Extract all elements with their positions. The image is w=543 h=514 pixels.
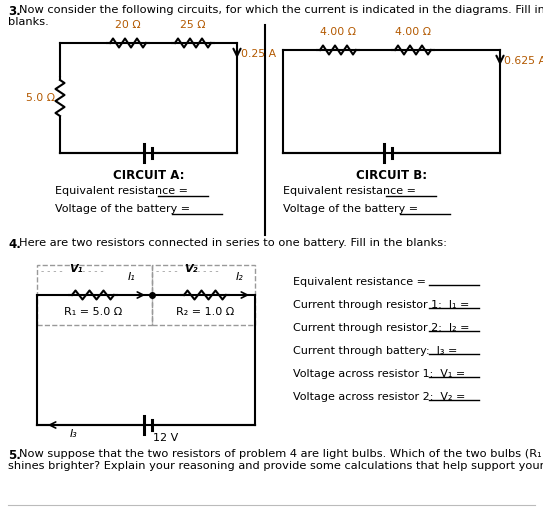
Text: I₁: I₁ <box>128 272 136 282</box>
Text: - - - -: - - - - <box>197 267 219 276</box>
Text: Now suppose that the two resistors of problem 4 are light bulbs. Which of the tw: Now suppose that the two resistors of pr… <box>19 449 543 459</box>
Text: 4.: 4. <box>8 238 21 251</box>
Text: R₂ = 1.0 Ω: R₂ = 1.0 Ω <box>176 307 234 317</box>
Text: Current through battery:  I₃ =: Current through battery: I₃ = <box>293 346 461 356</box>
Text: CIRCUIT A:: CIRCUIT A: <box>113 169 184 182</box>
Text: 20 Ω: 20 Ω <box>115 20 141 30</box>
Text: CIRCUIT B:: CIRCUIT B: <box>356 169 427 182</box>
Text: Current through resistor 1:  I₁ =: Current through resistor 1: I₁ = <box>293 300 473 310</box>
Text: 0.25 A: 0.25 A <box>241 49 276 59</box>
Text: Here are two resistors connected in series to one battery. Fill in the blanks:: Here are two resistors connected in seri… <box>19 238 447 248</box>
Text: 25 Ω: 25 Ω <box>180 20 206 30</box>
Text: Equivalent resistance =: Equivalent resistance = <box>293 277 430 287</box>
Text: shines brighter? Explain your reasoning and provide some calculations that help : shines brighter? Explain your reasoning … <box>8 461 543 471</box>
Text: Current through resistor 2:  I₂ =: Current through resistor 2: I₂ = <box>293 323 473 333</box>
Text: V₁: V₁ <box>69 264 83 274</box>
Text: 3.: 3. <box>8 5 21 18</box>
Text: 5.0 Ω: 5.0 Ω <box>26 93 55 103</box>
Text: Voltage of the battery =: Voltage of the battery = <box>55 204 194 214</box>
Text: - - - -: - - - - <box>82 267 104 276</box>
Text: V₂: V₂ <box>184 264 198 274</box>
Text: Equivalent resistance =: Equivalent resistance = <box>283 186 420 196</box>
Text: I₃: I₃ <box>70 429 78 439</box>
Text: blanks.: blanks. <box>8 17 49 27</box>
Text: 12 V: 12 V <box>153 433 178 443</box>
Text: Voltage of the battery =: Voltage of the battery = <box>283 204 421 214</box>
Text: I₂: I₂ <box>236 272 244 282</box>
Text: - - - -: - - - - <box>156 267 178 276</box>
Text: 5.: 5. <box>8 449 21 462</box>
Text: 4.00 Ω: 4.00 Ω <box>395 27 431 37</box>
Text: 0.625 A: 0.625 A <box>504 56 543 66</box>
Text: Voltage across resistor 2:  V₂ =: Voltage across resistor 2: V₂ = <box>293 392 469 402</box>
Text: 4.00 Ω: 4.00 Ω <box>320 27 356 37</box>
Text: Voltage across resistor 1:  V₁ =: Voltage across resistor 1: V₁ = <box>293 369 469 379</box>
Text: - - - -: - - - - <box>41 267 62 276</box>
Text: Now consider the following circuits, for which the current is indicated in the d: Now consider the following circuits, for… <box>19 5 543 15</box>
Text: Equivalent resistance =: Equivalent resistance = <box>55 186 192 196</box>
Text: R₁ = 5.0 Ω: R₁ = 5.0 Ω <box>64 307 122 317</box>
